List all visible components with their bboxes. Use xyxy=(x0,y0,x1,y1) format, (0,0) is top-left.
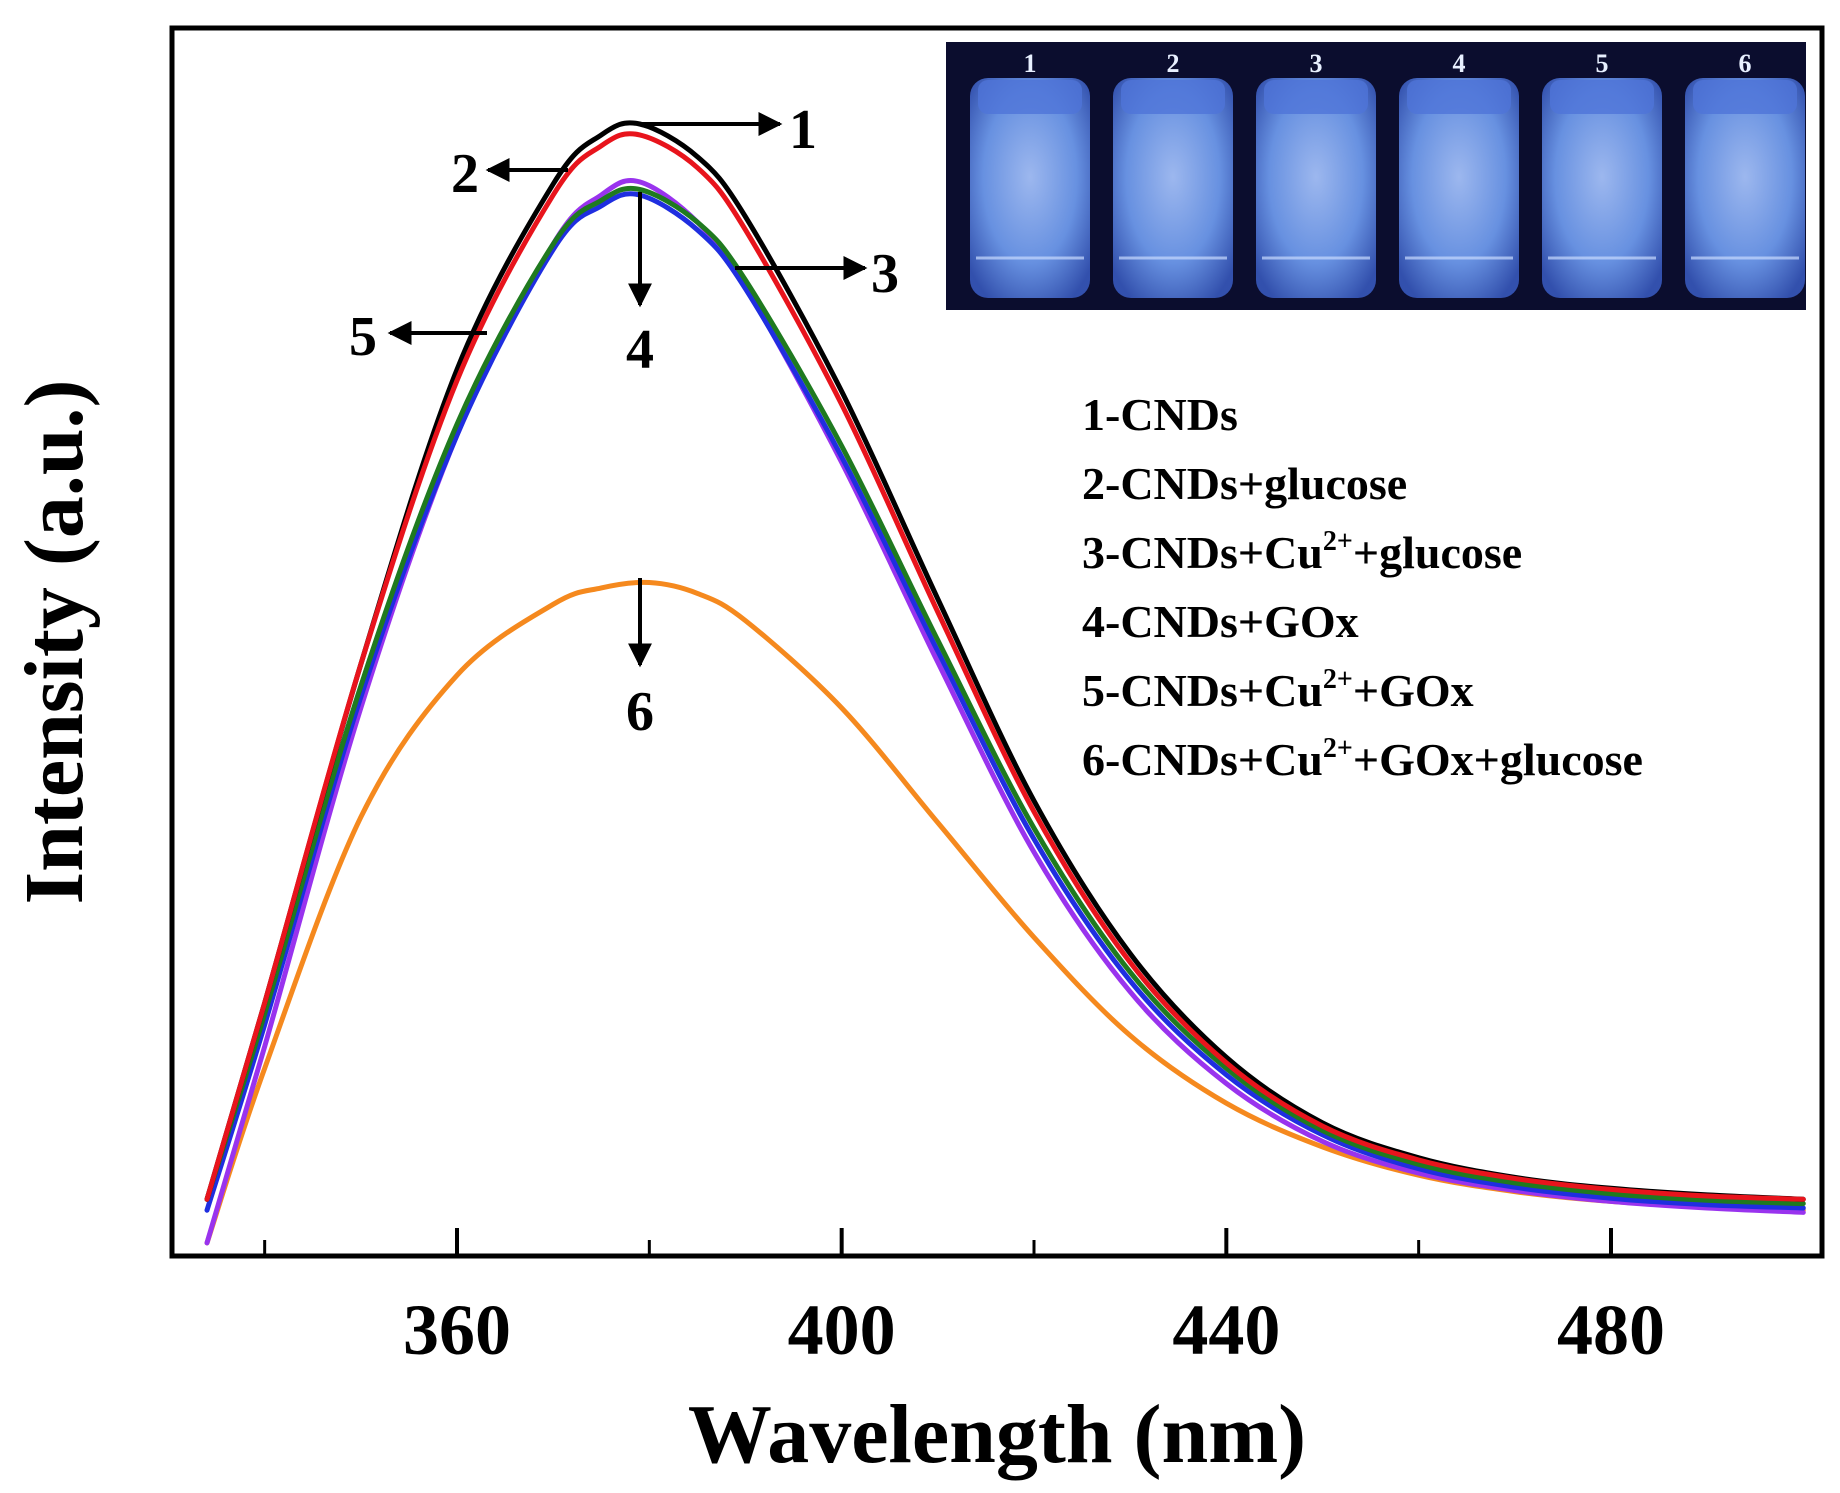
vial-2 xyxy=(1113,78,1233,298)
legend-entry-6: 6-CNDs+Cu2++GOx+glucose xyxy=(1082,733,1643,785)
vial-label-6: 6 xyxy=(1739,49,1752,78)
vial-4 xyxy=(1399,78,1519,298)
annotation-label-5: 5 xyxy=(349,306,377,368)
vial-cap-3 xyxy=(1264,80,1368,114)
plot-frame xyxy=(169,25,1825,1259)
series-annotations: 1 2 3 4 5 6 xyxy=(349,99,899,743)
inset-vials: 1 2 3 4 5 6 xyxy=(970,49,1805,298)
vial-cap-4 xyxy=(1407,80,1511,114)
series-line-5 xyxy=(204,178,1806,1246)
legend: 1-CNDs 2-CNDs+glucose 3-CNDs+Cu2++glucose 4… xyxy=(1082,389,1643,785)
x-tick-label-440: 440 xyxy=(1172,1290,1280,1370)
series-line-4 xyxy=(204,191,1806,1213)
x-axis-tick-labels: 360 400 440 480 xyxy=(403,1290,1665,1370)
x-tick-label-480: 480 xyxy=(1557,1290,1665,1370)
vial-5 xyxy=(1542,78,1662,298)
series-line-3 xyxy=(204,185,1806,1207)
legend-entry-5: 5-CNDs+Cu2++GOx xyxy=(1082,664,1474,716)
legend-entry-1: 1-CNDs xyxy=(1082,389,1238,440)
annotation-label-4: 4 xyxy=(626,319,654,381)
series-line-6 xyxy=(204,579,1806,1246)
annotation-label-1: 1 xyxy=(789,99,817,161)
vial-label-3: 3 xyxy=(1310,49,1323,78)
annotation-label-3: 3 xyxy=(871,243,899,305)
legend-entry-3: 3-CNDs+Cu2++glucose xyxy=(1082,526,1522,578)
vial-label-5: 5 xyxy=(1596,49,1609,78)
x-axis-ticks xyxy=(263,1228,1613,1256)
legend-entry-2: 2-CNDs+glucose xyxy=(1082,458,1407,509)
vial-cap-6 xyxy=(1693,80,1797,114)
x-tick-label-360: 360 xyxy=(403,1290,511,1370)
vial-cap-5 xyxy=(1550,80,1654,114)
vial-label-1: 1 xyxy=(1024,49,1037,78)
vial-3 xyxy=(1256,78,1376,298)
series-lines xyxy=(204,120,1806,1246)
series-line-2 xyxy=(204,131,1806,1202)
legend-entry-4: 4-CNDs+GOx xyxy=(1082,596,1359,647)
vial-cap-2 xyxy=(1121,80,1225,114)
vial-1 xyxy=(970,78,1090,298)
vial-6 xyxy=(1685,78,1805,298)
vial-label-4: 4 xyxy=(1453,49,1466,78)
x-tick-label-400: 400 xyxy=(788,1290,896,1370)
inset-photo: 1 2 3 4 5 6 xyxy=(946,42,1806,310)
annotation-label-2: 2 xyxy=(451,143,479,205)
annotation-label-6: 6 xyxy=(626,681,654,743)
vial-label-2: 2 xyxy=(1167,49,1180,78)
x-axis-title: Wavelength (nm) xyxy=(688,1388,1306,1481)
y-axis-title: Intensity (a.u.) xyxy=(8,379,101,904)
vial-cap-1 xyxy=(978,80,1082,114)
